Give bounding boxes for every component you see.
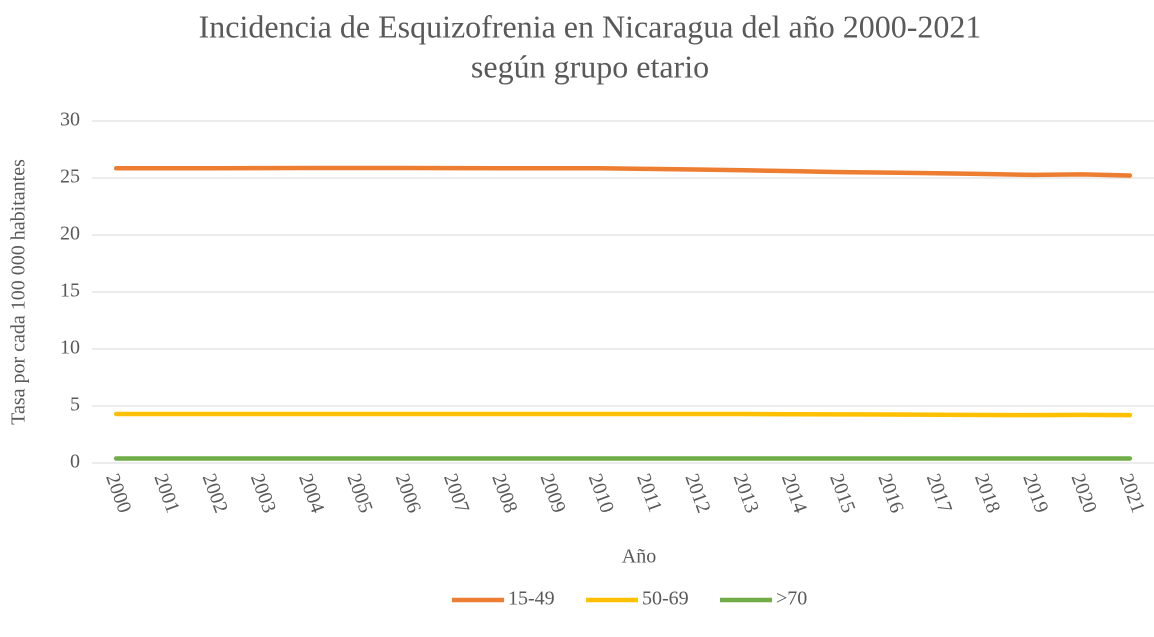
x-tick-label: 2007 — [439, 471, 473, 516]
y-axis-title: Tasa por cada 100 000 habitantes — [8, 159, 30, 425]
x-tick-label: 2014 — [777, 471, 811, 516]
x-tick-label: 2002 — [198, 471, 232, 516]
y-tick-label: 30 — [60, 109, 80, 131]
x-tick-label: 2005 — [342, 471, 376, 516]
x-tick-label: 2013 — [729, 471, 763, 516]
y-tick-label: 10 — [60, 337, 80, 359]
x-tick-label: 2000 — [101, 471, 135, 516]
chart-title: Incidencia de Esquizofrenia en Nicaragua… — [199, 8, 982, 44]
line-series — [113, 165, 1133, 178]
x-tick-label: 2011 — [632, 471, 666, 515]
x-tick-label: 2008 — [487, 471, 521, 516]
x-tick-label: 2019 — [1018, 471, 1052, 516]
line-series — [113, 411, 1133, 418]
chart-subtitle: según grupo etario — [471, 48, 709, 84]
y-tick-label: 5 — [70, 394, 80, 416]
x-tick-label: 2006 — [391, 471, 425, 516]
x-tick-label: 2021 — [1115, 471, 1149, 516]
y-tick-label: 0 — [70, 451, 80, 473]
x-tick-label: 2010 — [584, 471, 618, 516]
x-tick-label: 2018 — [970, 471, 1004, 516]
y-tick-label: 20 — [60, 223, 80, 245]
legend-label: 50-69 — [642, 588, 689, 610]
legend-label: 15-49 — [508, 588, 555, 610]
y-tick-label: 15 — [60, 280, 80, 302]
legend-label: >70 — [776, 588, 807, 610]
x-tick-label: 2015 — [825, 471, 859, 516]
x-tick-label: 2012 — [680, 471, 714, 516]
x-tick-label: 2001 — [149, 471, 183, 516]
x-tick-label: 2009 — [536, 471, 570, 516]
x-axis-title: Año — [622, 546, 656, 568]
x-tick-label: 2017 — [922, 471, 956, 516]
x-tick-label: 2004 — [294, 471, 328, 516]
x-tick-label: 2003 — [246, 471, 280, 516]
x-tick-label: 2020 — [1067, 471, 1101, 516]
x-tick-label: 2016 — [873, 471, 907, 516]
y-tick-label: 25 — [60, 166, 80, 188]
